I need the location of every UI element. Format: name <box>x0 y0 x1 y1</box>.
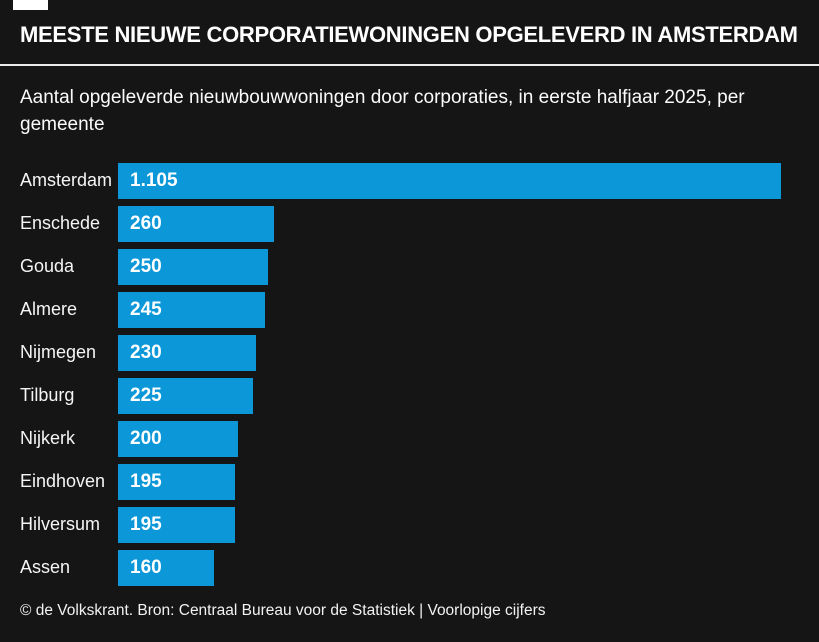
chart-source: © de Volkskrant. Bron: Centraal Bureau v… <box>20 602 546 619</box>
category-label: Amsterdam <box>20 170 113 190</box>
category-label: Assen <box>20 557 71 577</box>
bar-value-label: 250 <box>130 255 162 277</box>
chart-subtitle: Aantal opgeleverde nieuwbouwwoningen doo… <box>20 87 745 135</box>
chart-row: Gouda 250 <box>0 245 819 288</box>
chart-title: MEESTE NIEUWE CORPORATIEWONINGEN OPGELEV… <box>20 22 798 47</box>
chart-row: Tilburg 225 <box>0 374 819 417</box>
bar-value-label: 200 <box>130 427 162 449</box>
chart-row: Nijkerk 200 <box>0 417 819 460</box>
bar-value-label: 230 <box>130 341 162 363</box>
chart-row: Almere 245 <box>0 288 819 331</box>
bar-value-label: 245 <box>130 298 162 320</box>
bar: 160 <box>118 549 214 586</box>
category-label: Almere <box>20 299 78 319</box>
category-label: Tilburg <box>20 385 75 405</box>
category-label: Enschede <box>20 213 101 233</box>
top-left-white-mark <box>13 0 48 10</box>
chart-row: Amsterdam 1.105 <box>0 159 819 202</box>
header-divider <box>0 64 819 66</box>
bar-value-label: 1.105 <box>130 169 178 191</box>
bar-value-label: 195 <box>130 470 162 492</box>
category-label: Hilversum <box>20 514 101 534</box>
bar: 225 <box>118 377 253 414</box>
chart-row: Hilversum 195 <box>0 503 819 546</box>
bar-value-label: 160 <box>130 556 162 578</box>
bar-value-label: 195 <box>130 513 162 535</box>
category-label: Nijkerk <box>20 428 76 448</box>
category-label: Nijmegen <box>20 342 97 362</box>
bar: 195 <box>118 506 235 543</box>
bar: 195 <box>118 463 235 500</box>
category-label: Gouda <box>20 256 75 276</box>
bar: 230 <box>118 334 256 371</box>
category-label: Eindhoven <box>20 471 106 491</box>
bar: 250 <box>118 248 268 285</box>
bar-chart: Amsterdam 1.105 Enschede 260 Gouda 250 Almere 2… <box>0 159 819 589</box>
chart-row: Eindhoven 195 <box>0 460 819 503</box>
chart-row: Assen 160 <box>0 546 819 589</box>
bar: 245 <box>118 291 265 328</box>
bar: 200 <box>118 420 238 457</box>
bar-value-label: 260 <box>130 212 162 234</box>
bar: 260 <box>118 205 274 242</box>
bar: 1.105 <box>118 162 781 199</box>
chart-row: Nijmegen 230 <box>0 331 819 374</box>
bar-value-label: 225 <box>130 384 162 406</box>
chart-row: Enschede 260 <box>0 202 819 245</box>
